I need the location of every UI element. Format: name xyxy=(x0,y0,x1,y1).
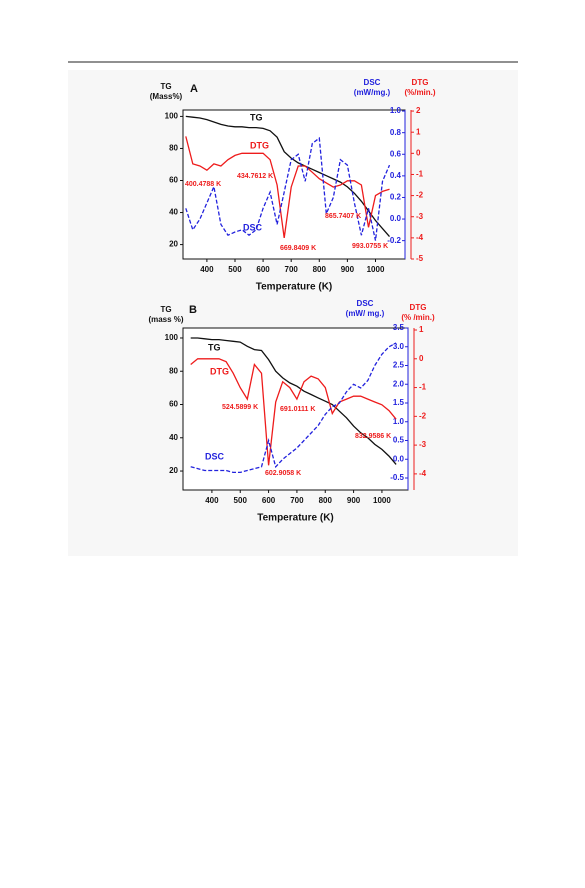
x-tick-label: 400 xyxy=(205,496,219,505)
ylabel-line: TG xyxy=(160,305,171,314)
y2ticks-label: 3.0 xyxy=(393,342,405,351)
peak-annotation: 434.7612 K xyxy=(237,173,273,180)
series-label: DTG xyxy=(210,366,229,376)
x-tick-label: 400 xyxy=(200,265,214,274)
x-tick-label: 600 xyxy=(256,265,270,274)
peak-annotation: 993.0755 K xyxy=(352,243,388,250)
y2ticks-label: 1.5 xyxy=(393,398,405,407)
y2label-line: (mW/ mg.) xyxy=(346,309,385,318)
x-tick-label: 600 xyxy=(262,496,276,505)
series-label: DTG xyxy=(250,140,269,150)
peak-annotation: 832.9586 K xyxy=(355,433,391,440)
y3label-line: DTG xyxy=(412,78,429,87)
y2ticks-label: 0.4 xyxy=(390,171,402,180)
y2ticks-label: 2.0 xyxy=(393,379,405,388)
yticks-label: 60 xyxy=(169,176,178,185)
x-axis-label: Temperature (K) xyxy=(256,282,333,293)
y3ticks-label: 1 xyxy=(419,325,424,334)
series-line xyxy=(185,136,390,238)
y2ticks-label: 1.0 xyxy=(390,106,402,115)
ylabel-line: TG xyxy=(160,82,171,91)
y3label-line: (%/min.) xyxy=(404,88,435,97)
x-tick-label: 1000 xyxy=(367,265,385,274)
y3ticks-label: -3 xyxy=(416,212,424,221)
y2label-line: DSC xyxy=(357,299,374,308)
y2ticks-label: 0.6 xyxy=(390,149,402,158)
series-label: TG xyxy=(250,112,263,122)
series-line xyxy=(190,337,397,465)
y3ticks-label: 1 xyxy=(416,127,421,136)
y3ticks-label: -1 xyxy=(416,170,424,179)
y3label-line: (% /min.) xyxy=(401,313,435,322)
y3ticks-label: 2 xyxy=(416,106,421,115)
ylabel-line: (mass %) xyxy=(148,315,183,324)
yticks-label: 40 xyxy=(169,433,178,442)
plot-frame xyxy=(182,109,406,260)
x-tick-label: 500 xyxy=(234,496,248,505)
x-tick-label: 800 xyxy=(313,265,327,274)
y2label-line: (mW/mg.) xyxy=(354,88,391,97)
x-tick-label: 500 xyxy=(228,265,242,274)
y2ticks-label: -0.5 xyxy=(390,473,404,482)
y3ticks-label: 0 xyxy=(419,354,424,363)
peak-annotation: 400.4788 K xyxy=(185,181,221,188)
y2ticks-label: 0.0 xyxy=(390,214,402,223)
y2ticks-label: 0.0 xyxy=(393,454,405,463)
panel-title: A xyxy=(190,83,198,95)
y3ticks-label: 0 xyxy=(416,148,421,157)
yticks-label: 100 xyxy=(165,112,179,121)
y3ticks-label: -4 xyxy=(419,469,427,478)
y2ticks-label: 3.5 xyxy=(393,323,405,332)
panel-title: B xyxy=(189,304,197,316)
y2ticks-label: -0.2 xyxy=(387,236,401,245)
peak-annotation: 865.7407 K xyxy=(325,213,361,220)
y3ticks-label: -1 xyxy=(419,383,427,392)
y2ticks-label: 0.5 xyxy=(393,436,405,445)
peak-annotation: 691.0111 K xyxy=(280,406,315,413)
x-tick-label: 700 xyxy=(285,265,299,274)
yticks-label: 60 xyxy=(169,400,178,409)
x-axis-label: Temperature (K) xyxy=(257,513,334,524)
peak-annotation: 524.5899 K xyxy=(222,404,258,411)
y3ticks-label: -5 xyxy=(416,254,424,263)
x-tick-label: 700 xyxy=(290,496,304,505)
series-label: TG xyxy=(208,342,221,352)
yticks-label: 80 xyxy=(169,366,178,375)
x-tick-label: 1000 xyxy=(373,496,391,505)
y3ticks-label: -4 xyxy=(416,233,424,242)
series-line xyxy=(190,358,397,466)
x-tick-label: 800 xyxy=(319,496,333,505)
yticks-label: 40 xyxy=(169,208,178,217)
y3ticks-label: -2 xyxy=(416,191,424,200)
x-tick-label: 900 xyxy=(347,496,361,505)
yticks-label: 80 xyxy=(169,144,178,153)
series-line xyxy=(190,342,397,474)
y2ticks-label: 0.2 xyxy=(390,193,402,202)
y2ticks-label: 0.8 xyxy=(390,128,402,137)
peak-annotation: 669.8409 K xyxy=(280,245,316,252)
yticks-label: 100 xyxy=(165,333,179,342)
x-tick-label: 900 xyxy=(341,265,355,274)
series-label: DSC xyxy=(243,222,263,232)
ylabel-line: (Mass%) xyxy=(150,92,183,101)
series-line xyxy=(185,136,391,241)
yticks-label: 20 xyxy=(169,466,178,475)
peak-annotation: 602.9058 K xyxy=(265,470,301,477)
y3ticks-label: -2 xyxy=(419,411,427,420)
y3label-line: DTG xyxy=(410,303,427,312)
y2ticks-label: 1.0 xyxy=(393,417,405,426)
y2ticks-label: 2.5 xyxy=(393,361,405,370)
y3ticks-label: -3 xyxy=(419,440,427,449)
yticks-label: 20 xyxy=(169,240,178,249)
plot-frame xyxy=(182,327,409,491)
series-line xyxy=(185,115,390,238)
y2label-line: DSC xyxy=(364,78,381,87)
series-label: DSC xyxy=(205,451,225,461)
